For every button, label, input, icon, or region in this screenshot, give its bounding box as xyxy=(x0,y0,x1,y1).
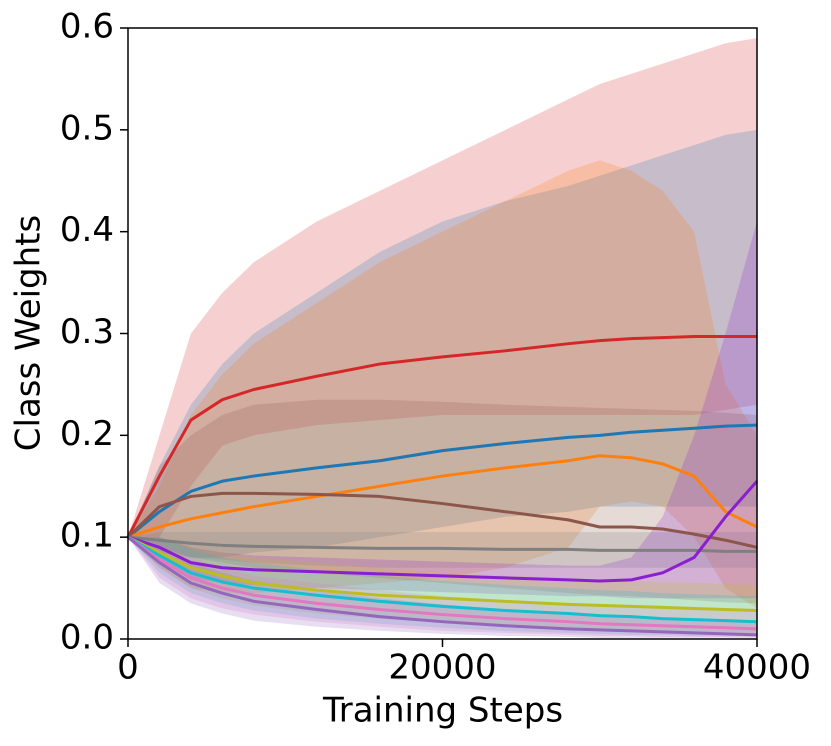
series-line xyxy=(127,423,758,539)
y-tick-label: 0.0 xyxy=(60,618,114,658)
y-tick-label: 0.5 xyxy=(60,108,114,148)
error-band xyxy=(128,221,757,599)
series-line xyxy=(126,491,758,549)
x-tick-label: 40000 xyxy=(703,648,811,688)
error-band xyxy=(128,399,757,604)
error-band xyxy=(128,537,757,634)
x-tick-label: 20000 xyxy=(388,648,496,688)
series-line xyxy=(127,536,758,637)
x-tick-label: 0 xyxy=(117,648,139,688)
series-line xyxy=(127,535,758,612)
series-line xyxy=(126,335,757,538)
series-line xyxy=(127,535,758,624)
y-tick-label: 0.4 xyxy=(60,210,114,250)
series-line xyxy=(127,480,759,583)
y-tick-label: 0.6 xyxy=(60,7,114,47)
error-band xyxy=(128,537,757,636)
bands xyxy=(128,38,757,638)
lines xyxy=(126,335,759,637)
error-band xyxy=(128,129,757,558)
y-axis-label: Class Weights xyxy=(9,215,49,451)
series-line xyxy=(127,454,758,539)
series-line xyxy=(127,535,757,553)
error-band xyxy=(128,537,757,638)
x-axis-label: Training Steps xyxy=(322,691,563,731)
y-tick-label: 0.1 xyxy=(60,516,114,556)
error-band xyxy=(128,160,757,609)
error-band xyxy=(128,38,757,538)
error-band xyxy=(128,532,757,568)
y-tick-label: 0.2 xyxy=(60,414,114,454)
y-tick-label: 0.3 xyxy=(60,312,114,352)
error-band xyxy=(128,537,757,637)
series-line xyxy=(127,535,758,631)
